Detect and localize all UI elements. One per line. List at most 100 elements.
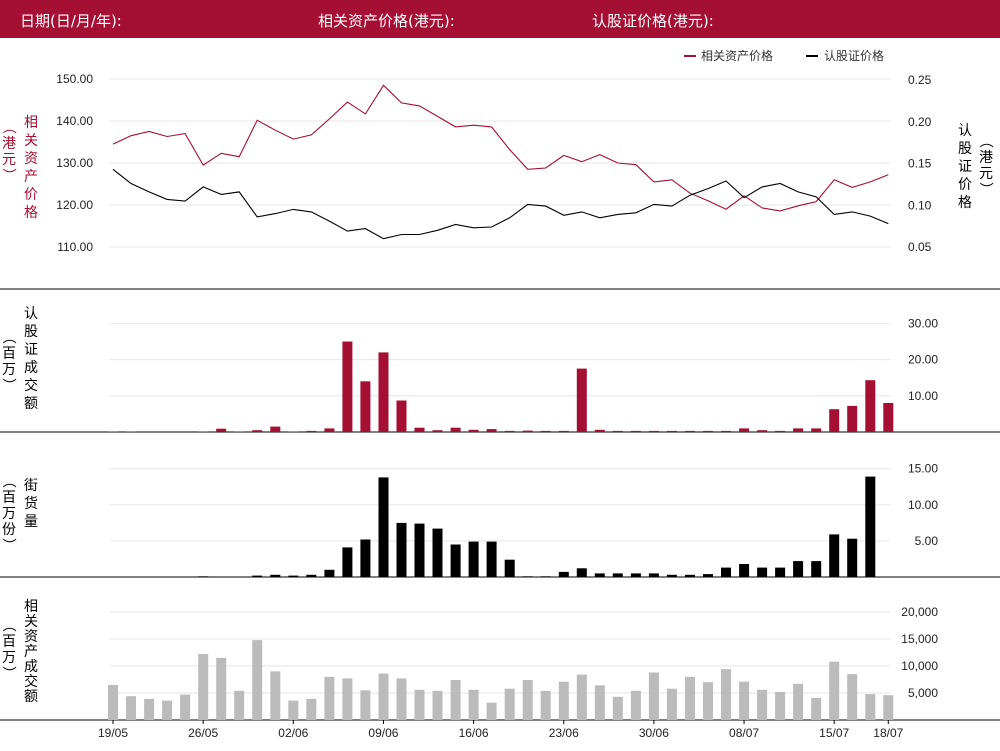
outstanding-bar xyxy=(793,561,804,577)
warrant-turnover-bar xyxy=(378,352,389,432)
y-axis-title: 股 xyxy=(24,324,38,340)
underlying-turnover-bar xyxy=(522,680,533,720)
warrant-turnover-bar xyxy=(252,430,263,432)
x-tick-label: 09/06 xyxy=(368,726,398,740)
y-right-tick-label: 0.10 xyxy=(908,198,932,212)
outstanding-bar xyxy=(666,574,677,577)
warrant-turnover-bar xyxy=(522,430,533,432)
warrant-price-label: 认股证价格(港元): xyxy=(592,12,714,30)
y-axis-title: 交 xyxy=(24,377,38,394)
outstanding-bar xyxy=(306,574,317,577)
outstanding-bar xyxy=(486,541,497,577)
underlying-turnover-bar xyxy=(666,688,677,720)
y-right-tick-label: 10,000 xyxy=(901,659,938,673)
warrant-turnover-bar xyxy=(594,429,605,432)
warrant-turnover-bar xyxy=(486,429,497,432)
warrant-turnover-bar xyxy=(811,428,822,432)
underlying-turnover-bar xyxy=(847,674,858,720)
underlying-turnover-bar xyxy=(180,694,191,720)
y-axis-title: 成 xyxy=(24,659,38,675)
legend-label-underlying: 相关资产价格 xyxy=(701,48,773,63)
outstanding-bar xyxy=(811,561,822,577)
y-right-tick-label: 15,000 xyxy=(901,632,938,646)
y-axis-unit: 万 xyxy=(2,362,16,378)
underlying-turnover-bar xyxy=(757,689,768,720)
y-right-tick-label: 15.00 xyxy=(908,462,938,476)
y-axis-unit: 百 xyxy=(2,634,16,650)
y-axis-unit: 百 xyxy=(2,346,16,362)
underlying-turnover-bar xyxy=(504,688,515,720)
warrant-turnover-bar xyxy=(883,403,894,432)
x-tick-label: 23/06 xyxy=(549,726,579,740)
outstanding-bar xyxy=(414,523,425,577)
outstanding-bar xyxy=(324,569,335,577)
x-tick-label: 08/07 xyxy=(729,726,759,740)
underlying-turnover-bar xyxy=(721,669,731,720)
underlying-turnover-bar xyxy=(360,690,371,720)
y-left-axis-unit: 港 xyxy=(2,136,16,152)
x-tick-label: 18/07 xyxy=(873,726,903,740)
y-right-tick-label: 5,000 xyxy=(908,686,938,700)
warrant-turnover-bar xyxy=(396,400,407,432)
warrant-turnover-bar xyxy=(558,430,569,432)
outstanding-bar xyxy=(594,573,605,577)
y-axis-unit: 百 xyxy=(2,490,16,506)
underlying-turnover-bar xyxy=(144,698,155,720)
outstanding-bar xyxy=(468,541,479,577)
underlying-turnover-bar xyxy=(630,690,641,720)
underlying-turnover-bar xyxy=(576,674,587,720)
underlying-turnover-bar xyxy=(648,672,659,720)
y-axis-title: 相 xyxy=(24,599,38,615)
warrant-turnover-bar xyxy=(360,381,371,432)
y-axis-unit: ） xyxy=(0,378,16,392)
y-left-tick-label: 120.00 xyxy=(56,198,93,212)
underlying-price-line xyxy=(112,84,889,212)
y-right-tick-label: 0.20 xyxy=(908,115,932,129)
y-right-axis-unit: 元 xyxy=(979,166,993,182)
warrant-turnover-bar xyxy=(504,430,515,432)
outstanding-bar xyxy=(504,559,515,577)
warrant-turnover-bar xyxy=(739,428,750,432)
underlying-turnover-bar xyxy=(829,661,840,720)
underlying-turnover-bar xyxy=(775,691,786,720)
underlying-turnover-bar xyxy=(594,685,605,720)
outstanding-bar xyxy=(865,476,876,577)
y-right-tick-label: 0.25 xyxy=(908,73,932,87)
y-left-axis-title: 产 xyxy=(24,169,38,185)
y-right-axis-title: 价 xyxy=(958,177,972,193)
underlying-turnover-bar xyxy=(450,680,461,720)
y-axis-title: 街 xyxy=(24,478,38,494)
y-right-axis-title: 认 xyxy=(958,123,972,139)
underlying-turnover-bar xyxy=(414,689,425,720)
outstanding-bar xyxy=(540,576,551,577)
outstanding-bar xyxy=(342,547,353,577)
y-axis-unit: （ xyxy=(0,474,16,488)
y-axis-title: 证 xyxy=(24,342,38,358)
y-right-axis-title: 证 xyxy=(958,159,972,175)
outstanding-bar xyxy=(721,567,731,577)
underlying-turnover-bar xyxy=(396,678,407,720)
warrant-turnover-bar xyxy=(432,430,443,432)
warrant-turnover-bar xyxy=(703,430,713,432)
y-right-axis-title: 格 xyxy=(958,195,972,211)
warrant-turnover-bar xyxy=(216,428,227,432)
warrant-turnover-bar xyxy=(270,426,281,432)
outstanding-bar xyxy=(360,539,371,577)
y-axis-title: 成 xyxy=(24,360,38,376)
y-left-axis-unit: ） xyxy=(0,168,16,182)
y-left-tick-label: 110.00 xyxy=(57,240,93,254)
y-axis-unit: 万 xyxy=(2,650,16,666)
y-left-axis-unit: （ xyxy=(0,120,16,134)
y-left-tick-label: 150.00 xyxy=(56,72,93,86)
x-tick-label: 15/07 xyxy=(819,726,849,740)
underlying-turnover-bar xyxy=(739,681,750,720)
y-right-tick-label: 10.00 xyxy=(908,498,938,512)
underlying-turnover-bar xyxy=(883,695,894,720)
outstanding-bar xyxy=(648,573,659,577)
x-tick-label: 19/05 xyxy=(98,726,128,740)
warrant-turnover-bar xyxy=(757,430,768,432)
y-right-tick-label: 20.00 xyxy=(908,353,938,367)
outstanding-bar xyxy=(252,575,263,577)
underlying-turnover-bar xyxy=(703,682,713,720)
warrant-turnover-bar xyxy=(540,430,551,432)
